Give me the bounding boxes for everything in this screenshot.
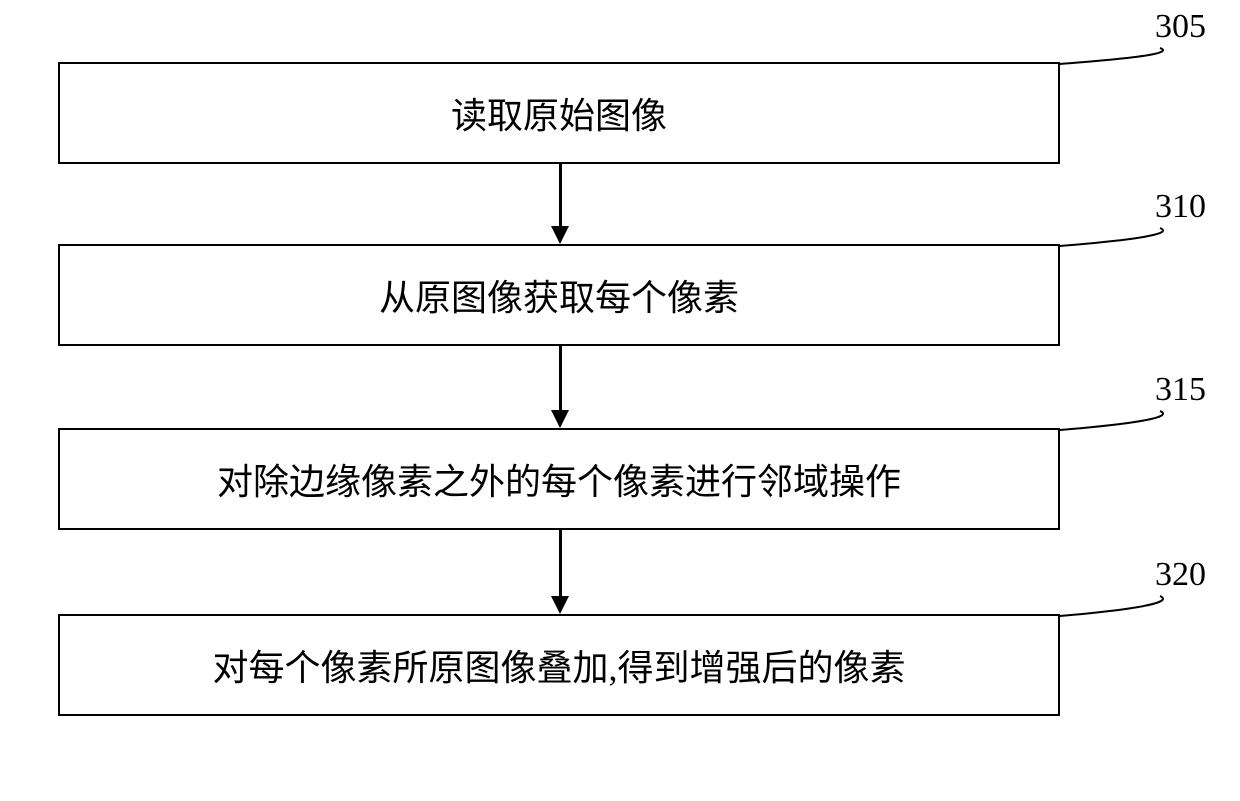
arrow-line xyxy=(559,530,562,596)
arrow-head-icon xyxy=(551,226,569,244)
flowchart-node: 读取原始图像 xyxy=(58,62,1060,164)
node-text: 读取原始图像 xyxy=(451,87,667,139)
flowchart-node: 从原图像获取每个像素 xyxy=(58,244,1060,346)
callout-curve xyxy=(1050,401,1190,440)
callout-curve xyxy=(1050,218,1190,256)
callout-curve xyxy=(1050,38,1190,74)
arrow-head-icon xyxy=(551,596,569,614)
node-text: 从原图像获取每个像素 xyxy=(379,269,739,321)
arrow-line xyxy=(559,164,562,226)
node-text: 对除边缘像素之外的每个像素进行邻域操作 xyxy=(217,453,901,505)
flowchart-node: 对除边缘像素之外的每个像素进行邻域操作 xyxy=(58,428,1060,530)
flowchart-node: 对每个像素所原图像叠加,得到增强后的像素 xyxy=(58,614,1060,716)
arrow-head-icon xyxy=(551,410,569,428)
flowchart-canvas: 读取原始图像305从原图像获取每个像素310对除边缘像素之外的每个像素进行邻域操… xyxy=(0,0,1240,801)
arrow-line xyxy=(559,346,562,410)
node-text: 对每个像素所原图像叠加,得到增强后的像素 xyxy=(212,639,905,691)
callout-curve xyxy=(1050,586,1190,626)
